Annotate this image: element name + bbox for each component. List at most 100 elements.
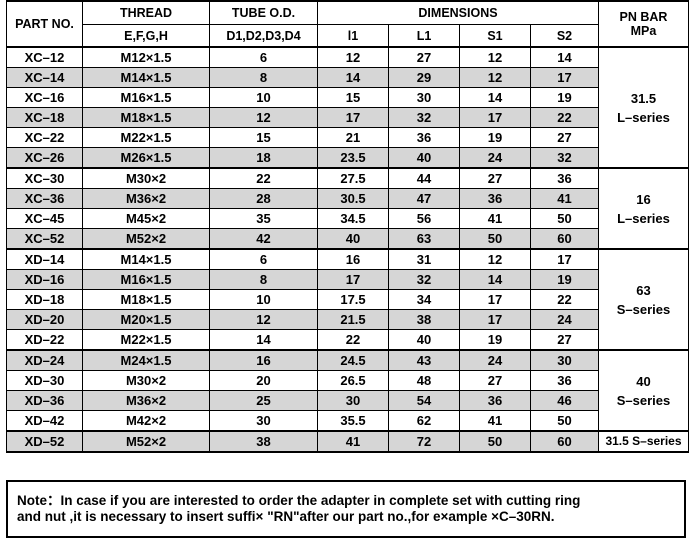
thread-cell: M20×1.5	[82, 309, 210, 330]
dim-S1-cell: 24	[459, 349, 531, 371]
tube-od-cell: 16	[209, 349, 318, 371]
tube-od-cell: 30	[209, 410, 318, 431]
part-no-cell: XD–36	[6, 390, 83, 411]
pn-rating-cell: 31.5 S–series	[598, 430, 689, 453]
thread-cell: M22×1.5	[82, 329, 210, 350]
dim-S2-cell: 36	[530, 370, 599, 391]
dim-l1-cell: 24.5	[317, 349, 389, 371]
thread-cell: M30×2	[82, 370, 210, 391]
dim-S2-cell: 24	[530, 309, 599, 330]
table-row: XD–42 M42×2 30 35.5 62 41 50	[6, 410, 689, 431]
thread-cell: M26×1.5	[82, 147, 210, 168]
dim-l1-cell: 26.5	[317, 370, 389, 391]
dim-l1-cell: 17.5	[317, 289, 389, 310]
dim-l1-cell: 23.5	[317, 147, 389, 168]
dim-L1-cell: 32	[388, 107, 460, 128]
table-row: XD–52 M52×2 38 41 72 50 60 31.5 S–series	[6, 430, 689, 453]
tube-od-cell: 25	[209, 390, 318, 411]
order-note: Note：In case if you are interested to or…	[6, 480, 686, 538]
part-no-cell: XC–30	[6, 167, 83, 189]
pn-rating-series: S–series	[616, 392, 671, 408]
dim-L1-cell: 34	[388, 289, 460, 310]
part-no-cell: XC–14	[6, 67, 83, 88]
part-no-cell: XD–42	[6, 410, 83, 431]
dim-L1-cell: 40	[388, 329, 460, 350]
fitting-spec-table-container: PART NO. THREAD TUBE O.D. DIMENSIONS PN …	[6, 0, 689, 453]
header-tube-od-sub: D1,D2,D3,D4	[209, 24, 318, 48]
part-no-cell: XC–12	[6, 47, 83, 68]
dim-S2-cell: 60	[530, 228, 599, 249]
part-no-cell: XD–30	[6, 370, 83, 391]
tube-od-cell: 6	[209, 248, 318, 270]
dim-L1-cell: 43	[388, 349, 460, 371]
tube-od-cell: 12	[209, 309, 318, 330]
dim-S2-cell: 41	[530, 188, 599, 209]
dim-S2-cell: 50	[530, 208, 599, 229]
thread-cell: M24×1.5	[82, 349, 210, 371]
table-row: XC–45 M45×2 35 34.5 56 41 50	[6, 208, 689, 229]
table-row: XD–36 M36×2 25 30 54 36 46	[6, 390, 689, 411]
tube-od-cell: 18	[209, 147, 318, 168]
dim-l1-cell: 30	[317, 390, 389, 411]
part-no-cell: XC–16	[6, 87, 83, 108]
dim-S2-cell: 19	[530, 269, 599, 290]
part-no-cell: XC–52	[6, 228, 83, 249]
thread-cell: M22×1.5	[82, 127, 210, 148]
dim-L1-cell: 31	[388, 248, 460, 270]
part-no-cell: XC–45	[6, 208, 83, 229]
thread-cell: M52×2	[82, 430, 210, 453]
header-pn-bar-label: PN BAR	[619, 10, 668, 24]
dim-S1-cell: 12	[459, 67, 531, 88]
pn-rating-value: 40	[636, 373, 651, 389]
dim-S1-cell: 19	[459, 127, 531, 148]
dim-L1-cell: 29	[388, 67, 460, 88]
tube-od-cell: 14	[209, 329, 318, 350]
tube-od-cell: 20	[209, 370, 318, 391]
tube-od-cell: 35	[209, 208, 318, 229]
table-row: XC–18 M18×1.5 12 17 32 17 22	[6, 107, 689, 128]
header-dim-L1: L1	[388, 24, 460, 48]
dim-L1-cell: 63	[388, 228, 460, 249]
tube-od-cell: 6	[209, 47, 318, 68]
table-row: XC–36 M36×2 28 30.5 47 36 41	[6, 188, 689, 209]
dim-l1-cell: 22	[317, 329, 389, 350]
dim-S1-cell: 50	[459, 228, 531, 249]
tube-od-cell: 38	[209, 430, 318, 453]
dim-S1-cell: 36	[459, 390, 531, 411]
pn-rating-series: S–series	[616, 301, 671, 317]
table-row: XD–30 M30×2 20 26.5 48 27 36	[6, 370, 689, 391]
tube-od-cell: 8	[209, 67, 318, 88]
thread-cell: M36×2	[82, 390, 210, 411]
thread-cell: M36×2	[82, 188, 210, 209]
dim-S2-cell: 14	[530, 47, 599, 68]
dim-S1-cell: 17	[459, 309, 531, 330]
dim-l1-cell: 30.5	[317, 188, 389, 209]
header-tube-od: TUBE O.D.	[209, 0, 318, 25]
tube-od-cell: 12	[209, 107, 318, 128]
pn-rating-cell: 40 S–series	[598, 349, 689, 432]
header-pn-unit: MPa	[630, 24, 657, 38]
dim-L1-cell: 44	[388, 167, 460, 189]
dim-l1-cell: 21	[317, 127, 389, 148]
pn-rating-series: L–series	[617, 210, 670, 226]
dim-L1-cell: 32	[388, 269, 460, 290]
thread-cell: M16×1.5	[82, 87, 210, 108]
dim-S2-cell: 22	[530, 107, 599, 128]
dim-L1-cell: 47	[388, 188, 460, 209]
dim-S2-cell: 27	[530, 329, 599, 350]
tube-od-cell: 28	[209, 188, 318, 209]
note-line-2: and nut ,it is necessary to insert suffi…	[17, 509, 555, 524]
dim-l1-cell: 15	[317, 87, 389, 108]
table-body: XC–12 M12×1.5 6 12 27 12 14 31.5 L–series XC–14 M1…	[6, 47, 689, 453]
part-no-cell: XD–16	[6, 269, 83, 290]
dim-l1-cell: 16	[317, 248, 389, 270]
part-no-cell: XD–14	[6, 248, 83, 270]
dim-l1-cell: 41	[317, 430, 389, 453]
part-no-cell: XC–26	[6, 147, 83, 168]
dim-S2-cell: 32	[530, 147, 599, 168]
dim-L1-cell: 40	[388, 147, 460, 168]
thread-cell: M30×2	[82, 167, 210, 189]
dim-L1-cell: 30	[388, 87, 460, 108]
part-no-cell: XD–24	[6, 349, 83, 371]
dim-S1-cell: 12	[459, 47, 531, 68]
